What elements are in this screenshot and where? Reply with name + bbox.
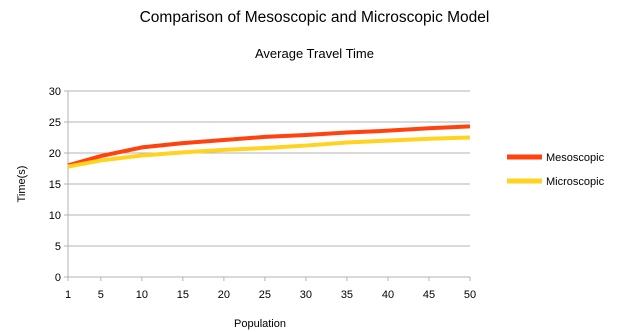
y-tick-label-15: 15: [49, 179, 61, 191]
axes: [64, 91, 470, 281]
x-tick-label-25: 25: [259, 289, 271, 301]
y-axis-title: Time(s): [16, 166, 28, 203]
x-tick-label-45: 45: [423, 289, 435, 301]
y-tick-label-30: 30: [49, 86, 61, 98]
legend: Mesoscopic Microscopic: [507, 152, 605, 188]
y-tick-label-10: 10: [49, 210, 61, 222]
x-tick-label-5: 5: [98, 289, 104, 301]
legend-label-microscopic: Microscopic: [546, 176, 605, 188]
series-lines: [68, 126, 470, 166]
x-tick-label-15: 15: [177, 289, 189, 301]
y-tick-label-0: 0: [55, 272, 61, 284]
y-tick-label-20: 20: [49, 148, 61, 160]
y-tick-label-5: 5: [55, 241, 61, 253]
y-tick-label-25: 25: [49, 117, 61, 129]
x-axis-title: Population: [234, 318, 286, 330]
x-tick-label-50: 50: [464, 289, 476, 301]
gridlines: [68, 91, 470, 246]
x-tick-label-10: 10: [136, 289, 148, 301]
x-tick-label-35: 35: [341, 289, 353, 301]
x-tick-label-1: 1: [65, 289, 71, 301]
x-tick-label-30: 30: [300, 289, 312, 301]
x-tick-label-20: 20: [218, 289, 230, 301]
x-tick-label-40: 40: [382, 289, 394, 301]
legend-label-mesoscopic: Mesoscopic: [546, 152, 605, 164]
